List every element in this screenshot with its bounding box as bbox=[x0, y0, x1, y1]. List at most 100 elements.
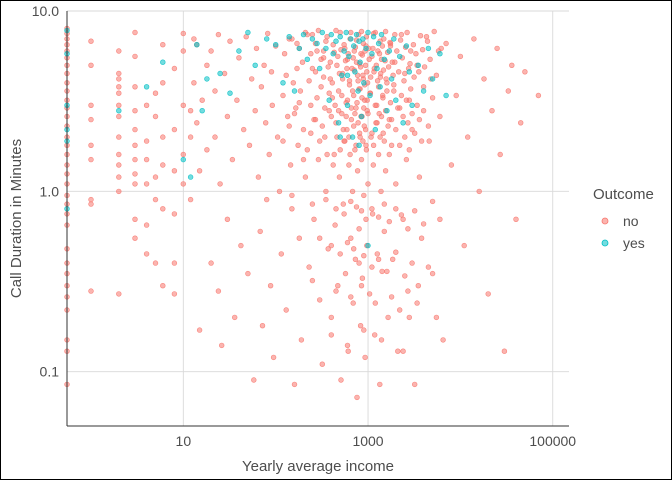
point-no bbox=[116, 113, 122, 120]
point-no bbox=[160, 134, 166, 140]
point-yes bbox=[415, 62, 421, 69]
point-yes bbox=[403, 43, 410, 49]
point-no bbox=[359, 275, 366, 281]
point-no bbox=[391, 88, 397, 94]
point-yes bbox=[199, 107, 205, 114]
point-no bbox=[281, 50, 288, 57]
point-no bbox=[347, 151, 353, 158]
point-no bbox=[405, 226, 411, 232]
point-no bbox=[302, 174, 309, 180]
point-no bbox=[437, 216, 443, 223]
point-no bbox=[152, 174, 159, 180]
data-points bbox=[64, 25, 542, 401]
point-no bbox=[196, 168, 203, 174]
point-yes bbox=[291, 88, 298, 94]
point-no bbox=[258, 84, 265, 90]
point-no bbox=[327, 59, 333, 65]
point-yes bbox=[420, 88, 427, 94]
point-no bbox=[420, 107, 427, 114]
point-yes bbox=[391, 36, 397, 42]
point-no bbox=[199, 97, 205, 103]
point-no bbox=[485, 291, 491, 297]
point-no bbox=[370, 142, 377, 149]
point-no bbox=[116, 151, 122, 158]
point-no bbox=[329, 80, 335, 86]
point-no bbox=[395, 105, 401, 111]
point-no bbox=[363, 142, 369, 149]
point-yes bbox=[319, 29, 325, 36]
point-no bbox=[116, 174, 122, 180]
point-no bbox=[429, 95, 436, 101]
point-no bbox=[143, 251, 150, 257]
point-no bbox=[332, 222, 338, 228]
point-no bbox=[369, 130, 375, 136]
point-no bbox=[400, 216, 406, 223]
point-no bbox=[383, 76, 389, 82]
legend-entries: no yes bbox=[601, 213, 645, 251]
point-no bbox=[400, 348, 406, 354]
point-yes bbox=[337, 134, 343, 140]
point-no bbox=[365, 110, 371, 117]
point-no bbox=[398, 92, 405, 99]
point-no bbox=[296, 235, 302, 241]
point-no bbox=[196, 327, 203, 333]
point-no bbox=[351, 246, 357, 252]
point-no bbox=[289, 192, 295, 199]
point-no bbox=[353, 204, 360, 210]
point-no bbox=[323, 196, 329, 203]
point-no bbox=[344, 239, 351, 246]
point-no bbox=[224, 216, 231, 223]
point-no bbox=[392, 31, 398, 38]
point-no bbox=[344, 342, 351, 349]
point-no bbox=[362, 354, 368, 361]
point-no bbox=[171, 126, 178, 133]
point-no bbox=[171, 211, 178, 217]
point-no bbox=[381, 228, 387, 235]
axes bbox=[66, 11, 569, 427]
point-no bbox=[457, 53, 464, 60]
point-no bbox=[132, 53, 138, 60]
point-no bbox=[348, 29, 354, 36]
point-no bbox=[517, 120, 524, 126]
point-no bbox=[429, 270, 436, 277]
point-no bbox=[342, 57, 349, 64]
point-no bbox=[219, 342, 225, 349]
point-yes bbox=[217, 70, 223, 77]
point-no bbox=[180, 102, 187, 109]
point-no bbox=[443, 40, 449, 47]
point-no bbox=[380, 130, 386, 136]
point-no bbox=[249, 76, 255, 82]
point-no bbox=[116, 84, 122, 90]
point-yes bbox=[356, 142, 362, 149]
point-no bbox=[267, 283, 274, 289]
point-no bbox=[160, 162, 166, 168]
point-no bbox=[378, 70, 384, 77]
point-yes bbox=[425, 45, 432, 52]
point-yes bbox=[367, 92, 373, 99]
point-no bbox=[265, 30, 271, 37]
point-yes bbox=[252, 62, 258, 69]
point-no bbox=[143, 222, 150, 228]
point-no bbox=[283, 307, 289, 313]
point-no bbox=[348, 235, 354, 241]
point-no bbox=[132, 235, 138, 241]
point-no bbox=[384, 268, 390, 275]
point-no bbox=[535, 92, 542, 99]
point-yes bbox=[352, 69, 358, 75]
point-no bbox=[116, 162, 122, 168]
point-no bbox=[191, 36, 197, 42]
point-no bbox=[353, 105, 359, 111]
point-yes bbox=[317, 65, 323, 72]
point-yes bbox=[365, 29, 371, 36]
point-no bbox=[180, 30, 187, 37]
point-no bbox=[324, 151, 330, 158]
point-no bbox=[208, 48, 214, 54]
point-no bbox=[340, 126, 346, 133]
point-no bbox=[215, 31, 222, 38]
point-no bbox=[341, 41, 347, 48]
point-no bbox=[418, 235, 425, 241]
point-no bbox=[328, 113, 334, 120]
y-axis-title: Call Duration in Minutes bbox=[8, 139, 25, 298]
point-no bbox=[88, 38, 94, 44]
point-no bbox=[263, 120, 269, 126]
